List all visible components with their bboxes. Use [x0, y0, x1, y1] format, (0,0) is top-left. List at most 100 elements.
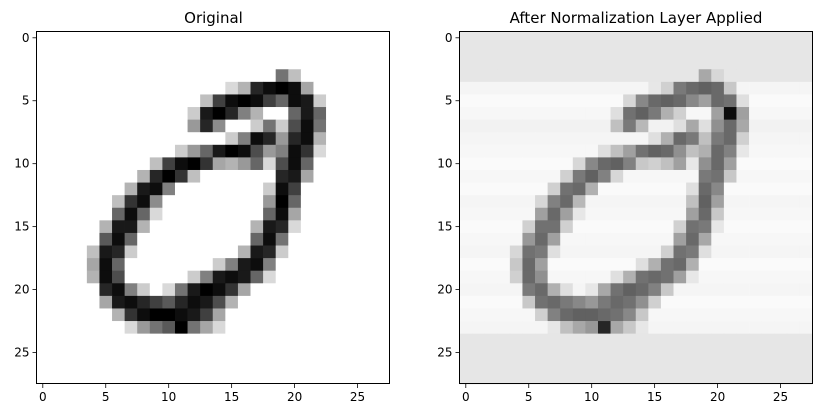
- heatmap-cell: [338, 157, 352, 171]
- heatmap-cell: [288, 157, 302, 171]
- heatmap-cell: [376, 144, 390, 158]
- heatmap-cell: [736, 119, 750, 133]
- heatmap-cell: [472, 107, 486, 120]
- heatmap-cell: [711, 232, 725, 246]
- heatmap-cell: [585, 232, 599, 246]
- heatmap-cell: [459, 44, 473, 58]
- heatmap-cell: [673, 69, 687, 83]
- heatmap-cell: [200, 31, 214, 45]
- heatmap-cell: [61, 220, 75, 234]
- heatmap-cell: [472, 295, 486, 309]
- heatmap-cell: [124, 195, 138, 209]
- heatmap-cell: [497, 232, 511, 246]
- heatmap-cell: [137, 207, 151, 221]
- heatmap-cell: [585, 119, 599, 133]
- heatmap-cell: [99, 220, 113, 234]
- heatmap-cell: [36, 321, 50, 334]
- heatmap-cell: [459, 94, 473, 108]
- heatmap-cell: [162, 333, 176, 347]
- heatmap-cell: [673, 245, 687, 259]
- heatmap-cell: [200, 232, 214, 246]
- heatmap-cell: [187, 94, 201, 108]
- heatmap-cell: [786, 69, 800, 83]
- heatmap-cell: [623, 258, 637, 272]
- heatmap-cell: [112, 182, 125, 196]
- heatmap-cell: [124, 31, 138, 45]
- heatmap-cell: [275, 295, 289, 309]
- heatmap-cell: [472, 371, 486, 385]
- heatmap-cell: [610, 56, 624, 70]
- heatmap-cell: [200, 169, 214, 183]
- heatmap-cell: [497, 81, 511, 95]
- heatmap-cell: [635, 258, 649, 272]
- heatmap-cell: [99, 321, 113, 334]
- heatmap-cell: [749, 308, 762, 322]
- heatmap-cell: [36, 295, 50, 309]
- heatmap-cell: [497, 94, 511, 108]
- heatmap-cell: [623, 169, 637, 183]
- heatmap-cell: [623, 31, 637, 45]
- x-tick-label: 5: [102, 390, 110, 404]
- heatmap-cell: [686, 132, 700, 146]
- heatmap-cell: [200, 245, 214, 259]
- heatmap-cell: [149, 346, 163, 360]
- heatmap-cell: [174, 232, 188, 246]
- heatmap-cell: [200, 69, 214, 83]
- heatmap-cell: [49, 81, 63, 95]
- heatmap-cell: [535, 283, 548, 297]
- heatmap-cell: [351, 169, 365, 183]
- heatmap-cell: [263, 169, 277, 183]
- heatmap-cell: [686, 44, 700, 58]
- heatmap-cell: [686, 258, 700, 272]
- heatmap-cell: [36, 195, 50, 209]
- heatmap-cell: [761, 270, 775, 284]
- heatmap-cell: [86, 56, 100, 70]
- heatmap-cell: [597, 44, 611, 58]
- heatmap-cell: [509, 119, 523, 133]
- heatmap-cell: [673, 295, 687, 309]
- heatmap-cell: [376, 169, 390, 183]
- heatmap-cell: [300, 270, 314, 284]
- heatmap-cell: [749, 333, 762, 347]
- heatmap-cell: [572, 44, 586, 58]
- x-tick-label: 10: [161, 390, 176, 404]
- heatmap-cell: [509, 207, 523, 221]
- heatmap-cell: [149, 207, 163, 221]
- heatmap-cell: [250, 132, 264, 146]
- heatmap-cell: [137, 31, 151, 45]
- heatmap-cell: [635, 283, 649, 297]
- heatmap-cell: [74, 94, 88, 108]
- heatmap-cell: [547, 207, 561, 221]
- heatmap-cell: [610, 321, 624, 334]
- heatmap-cell: [162, 346, 176, 360]
- heatmap-cell: [49, 346, 63, 360]
- heatmap-cell: [660, 371, 674, 385]
- heatmap-cell: [351, 220, 365, 234]
- heatmap-cell: [86, 270, 100, 284]
- heatmap-cell: [522, 333, 536, 347]
- heatmap-cell: [522, 144, 536, 158]
- heatmap-cell: [585, 56, 599, 70]
- heatmap-cell: [572, 283, 586, 297]
- heatmap-cell: [288, 169, 302, 183]
- heatmap-cell: [351, 245, 365, 259]
- heatmap-cell: [799, 346, 813, 360]
- heatmap-cell: [263, 31, 277, 45]
- heatmap-cell: [288, 144, 302, 158]
- heatmap-cell: [522, 157, 536, 171]
- heatmap-cell: [698, 358, 712, 372]
- heatmap-cell: [723, 283, 737, 297]
- heatmap-cell: [250, 44, 264, 58]
- heatmap-cell: [799, 245, 813, 259]
- heatmap-cell: [313, 94, 327, 108]
- heatmap-cell: [585, 295, 599, 309]
- heatmap-cell: [597, 207, 611, 221]
- heatmap-cell: [263, 245, 277, 259]
- y-tick-label: 5: [22, 94, 30, 108]
- heatmap-cell: [799, 107, 813, 120]
- heatmap-cell: [497, 169, 511, 183]
- heatmap-cell: [623, 220, 637, 234]
- heatmap-cell: [711, 270, 725, 284]
- heatmap-cell: [263, 346, 277, 360]
- heatmap-cell: [137, 44, 151, 58]
